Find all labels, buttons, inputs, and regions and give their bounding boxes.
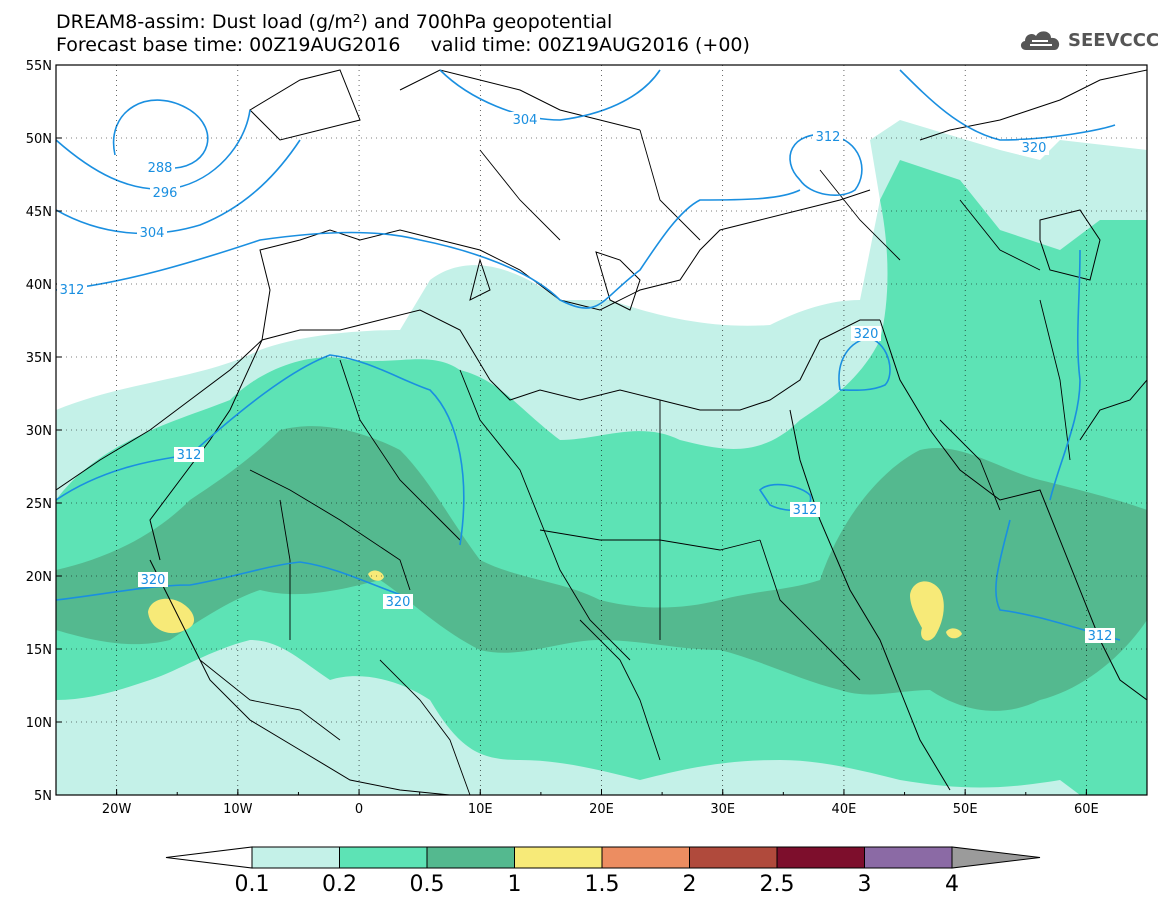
dust-field xyxy=(56,69,1147,795)
lat-tick-label: 20N xyxy=(26,570,52,585)
contour-label-bg xyxy=(138,572,168,587)
lat-tick-label: 10N xyxy=(26,716,52,731)
lon-tick-label: 50E xyxy=(953,802,978,817)
contour-label: 296 xyxy=(153,186,178,201)
colorbar-level-label: 1.5 xyxy=(585,872,620,897)
colorbar-level-label: 3 xyxy=(858,872,872,897)
contour-label-bg xyxy=(1085,628,1115,643)
contour-label-bg xyxy=(790,502,820,517)
contour-label-bg xyxy=(137,225,167,240)
logo-text: SEEVCCC xyxy=(1068,29,1160,51)
dust-patch-high xyxy=(368,570,384,581)
lat-tick-label: 25N xyxy=(26,497,52,512)
lat-tick-label: 15N xyxy=(26,643,52,658)
colorbar-level-label: 0.1 xyxy=(235,872,270,897)
contour-label: 312 xyxy=(60,283,85,298)
lon-tick-label: 0 xyxy=(355,802,363,817)
contour-label-bg xyxy=(813,129,843,144)
contour-label-bg xyxy=(145,160,175,175)
lon-tick-label: 20E xyxy=(589,802,614,817)
chart-subtitle: Forecast base time: 00Z19AUG2016 valid t… xyxy=(56,34,750,56)
colorbar: 0.1 0.2 0.5 1 1.5 2 2.5 3 4 xyxy=(165,846,1041,897)
contour-label: 304 xyxy=(513,113,538,128)
contour-label: 320 xyxy=(141,573,166,588)
colorbar-segment xyxy=(601,846,690,869)
colorbar-segment xyxy=(426,846,515,869)
cloud-icon xyxy=(1020,31,1060,50)
contour-label: 288 xyxy=(148,161,173,176)
lon-tick-label: 30E xyxy=(710,802,735,817)
lat-tick-label: 50N xyxy=(26,132,52,147)
colorbar-segment xyxy=(339,846,428,869)
lon-tick-label: 10W xyxy=(223,802,253,817)
colorbar-level-label: 2 xyxy=(683,872,697,897)
lat-tick-label: 45N xyxy=(26,205,52,220)
contour-label-bg xyxy=(851,326,881,341)
contour-label: 304 xyxy=(140,226,165,241)
lat-tick-label: 5N xyxy=(34,789,52,804)
chart-title: DREAM8-assim: Dust load (g/m²) and 700hP… xyxy=(56,11,613,33)
contour-labels: 288 296 304 312 304 312 320 312 320 320 320 312 312 xyxy=(57,112,1115,644)
lon-tick-label: 20W xyxy=(102,802,132,817)
contour-label-bg xyxy=(174,447,204,462)
contour-label-bg xyxy=(57,282,87,297)
dust-area-heavy xyxy=(56,426,1147,711)
colorbar-under-triangle xyxy=(165,846,253,869)
contour-label: 312 xyxy=(177,448,202,463)
lat-tick-label: 40N xyxy=(26,278,52,293)
colorbar-segment xyxy=(864,846,953,869)
contour-label: 320 xyxy=(854,327,879,342)
colorbar-segment xyxy=(776,846,865,869)
contour-label: 320 xyxy=(386,595,411,610)
map-ticks: 20W 10W 0 10E 20E 30E 40E 50E 60E 55N 50N 45N 40N 35N… xyxy=(26,59,1148,817)
lat-tick-label: 35N xyxy=(26,351,52,366)
colorbar-level-label: 0.2 xyxy=(322,872,357,897)
colorbar-segment xyxy=(689,846,778,869)
lon-tick-label: 10E xyxy=(468,802,493,817)
contour-label-bg xyxy=(1019,140,1049,155)
lon-tick-label: 40E xyxy=(832,802,857,817)
coastlines xyxy=(56,69,1147,795)
colorbar-over-triangle xyxy=(951,846,1041,869)
colorbar-level-label: 2.5 xyxy=(760,872,795,897)
map-grid xyxy=(56,65,1147,795)
colorbar-level-label: 0.5 xyxy=(410,872,445,897)
colorbar-segment xyxy=(251,846,340,869)
colorbar-level-label: 1 xyxy=(508,872,522,897)
lat-tick-label: 30N xyxy=(26,424,52,439)
contour-label-bg xyxy=(510,112,540,127)
colorbar-level-label: 4 xyxy=(945,872,959,897)
contour-label: 312 xyxy=(1088,629,1113,644)
colorbar-segment xyxy=(514,846,603,869)
contour-label: 320 xyxy=(1022,141,1047,156)
lon-tick-label: 60E xyxy=(1074,802,1099,817)
lat-tick-label: 55N xyxy=(26,59,52,74)
contour-label: 312 xyxy=(816,130,841,145)
seevccc-logo: SEEVCCC xyxy=(1018,26,1159,54)
contour-label-bg xyxy=(150,185,180,200)
contour-label-bg xyxy=(383,594,413,609)
dust-patch-high xyxy=(910,581,944,641)
contour-label: 312 xyxy=(793,503,818,518)
dust-patch-high xyxy=(946,628,962,639)
